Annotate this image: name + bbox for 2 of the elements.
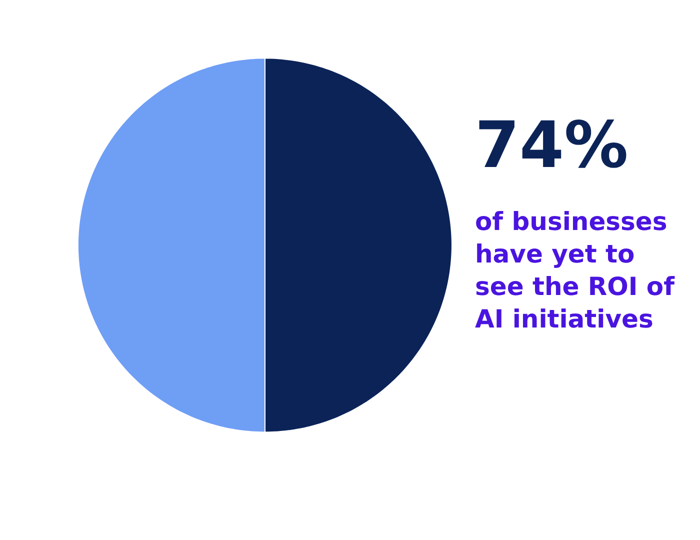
text: 74% <box>475 109 628 183</box>
text: of businesses have yet to see the ROI of AI initiatives <box>475 207 676 334</box>
